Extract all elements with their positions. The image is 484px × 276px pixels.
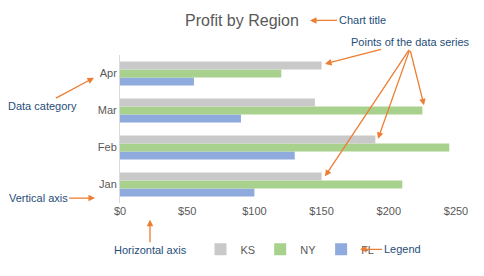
svg-text:Data category: Data category bbox=[8, 100, 77, 112]
svg-text:NY: NY bbox=[300, 244, 316, 256]
svg-text:$100: $100 bbox=[242, 205, 266, 217]
svg-text:$50: $50 bbox=[178, 205, 196, 217]
svg-text:$150: $150 bbox=[309, 205, 333, 217]
svg-text:Feb: Feb bbox=[98, 141, 117, 153]
svg-text:FL: FL bbox=[361, 244, 374, 256]
svg-text:Mar: Mar bbox=[98, 104, 117, 116]
svg-text:$250: $250 bbox=[444, 205, 468, 217]
svg-text:Profit by Region: Profit by Region bbox=[185, 12, 299, 29]
svg-text:Vertical axis: Vertical axis bbox=[9, 192, 68, 204]
svg-text:Jan: Jan bbox=[99, 178, 117, 190]
svg-text:Legend: Legend bbox=[384, 243, 421, 255]
svg-text:Apr: Apr bbox=[100, 67, 117, 79]
svg-text:$200: $200 bbox=[377, 205, 401, 217]
svg-text:KS: KS bbox=[241, 244, 256, 256]
svg-text:Chart title: Chart title bbox=[339, 14, 386, 26]
svg-text:Horizontal axis: Horizontal axis bbox=[114, 244, 187, 256]
svg-text:Points of the data series: Points of the data series bbox=[351, 36, 470, 48]
svg-text:$0: $0 bbox=[114, 205, 126, 217]
